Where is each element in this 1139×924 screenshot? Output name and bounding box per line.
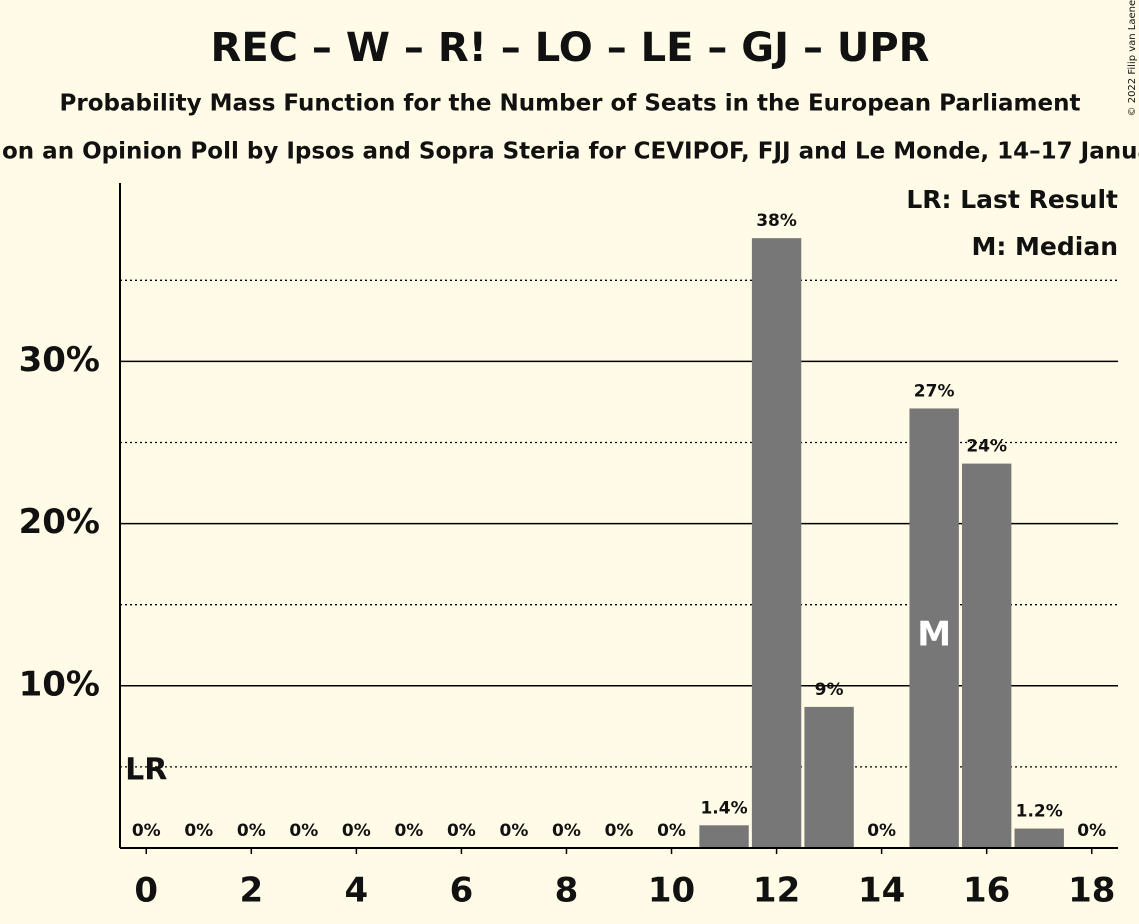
x-tick-label: 16 bbox=[963, 871, 1010, 911]
x-tick-label: 18 bbox=[1068, 871, 1115, 911]
value-label: 38% bbox=[756, 211, 797, 231]
value-label: 0% bbox=[1077, 821, 1106, 841]
chart-subtitle: on an Opinion Poll by Ipsos and Sopra St… bbox=[2, 139, 1139, 165]
value-label: 9% bbox=[815, 680, 844, 700]
value-label: 0% bbox=[342, 821, 371, 841]
x-tick-label: 8 bbox=[555, 871, 579, 911]
x-tick-label: 12 bbox=[753, 871, 800, 911]
chart-title: REC – W – R! – LO – LE – GJ – UPR bbox=[211, 25, 930, 71]
value-label: 0% bbox=[552, 821, 581, 841]
y-tick-label: 30% bbox=[19, 340, 100, 380]
value-label: 0% bbox=[447, 821, 476, 841]
value-label: 1.4% bbox=[700, 798, 747, 818]
value-label: 0% bbox=[237, 821, 266, 841]
x-tick-label: 0 bbox=[134, 871, 158, 911]
bar bbox=[961, 463, 1012, 848]
value-label: 0% bbox=[184, 821, 213, 841]
copyright: © 2022 Filip van Laenen bbox=[1127, 0, 1138, 116]
x-tick-label: 4 bbox=[345, 871, 369, 911]
value-label: 0% bbox=[132, 821, 161, 841]
legend-entry: M: Median bbox=[971, 232, 1118, 261]
value-label: 27% bbox=[914, 381, 955, 401]
y-tick-label: 20% bbox=[19, 502, 100, 542]
bar bbox=[804, 706, 854, 848]
value-label: 0% bbox=[289, 821, 318, 841]
bar bbox=[751, 238, 802, 848]
x-tick-label: 14 bbox=[858, 871, 905, 911]
x-tick-label: 6 bbox=[450, 871, 474, 911]
last-result-marker: LR bbox=[125, 752, 167, 787]
x-tick-label: 10 bbox=[648, 871, 695, 911]
legend-entry: LR: Last Result bbox=[906, 185, 1118, 214]
value-label: 1.2% bbox=[1016, 802, 1063, 822]
value-label: 24% bbox=[966, 437, 1007, 457]
median-marker: M bbox=[917, 615, 951, 655]
value-label: 0% bbox=[657, 821, 686, 841]
value-label: 0% bbox=[605, 821, 634, 841]
value-label: 0% bbox=[867, 821, 896, 841]
chart-subtitle: Probability Mass Function for the Number… bbox=[60, 91, 1081, 117]
value-label: 0% bbox=[394, 821, 423, 841]
y-tick-label: 10% bbox=[19, 664, 100, 704]
bar bbox=[909, 408, 959, 848]
bar bbox=[699, 825, 749, 848]
bar bbox=[1014, 828, 1064, 848]
x-tick-label: 2 bbox=[239, 871, 263, 911]
value-label: 0% bbox=[500, 821, 529, 841]
